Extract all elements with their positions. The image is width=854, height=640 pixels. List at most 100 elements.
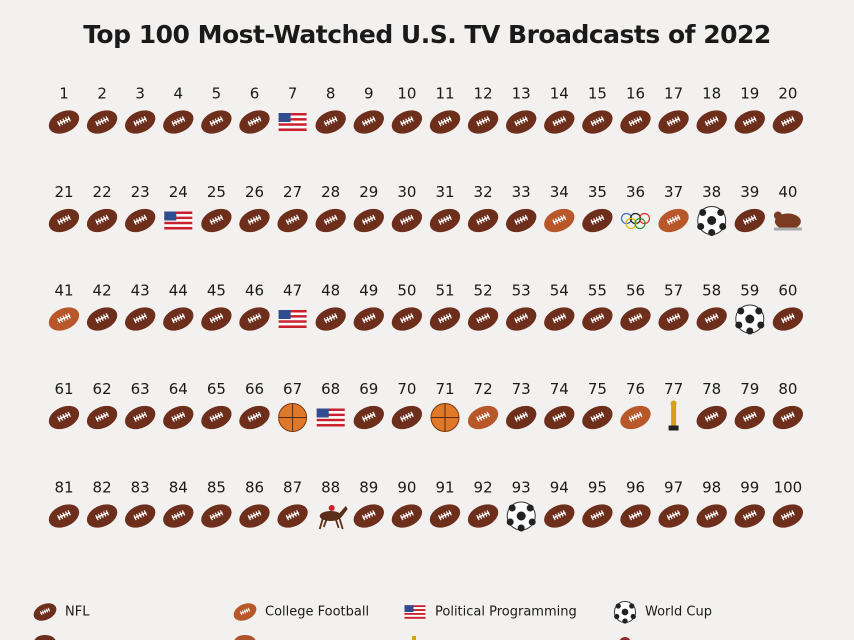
rank-number: 46: [245, 282, 264, 300]
lace: [562, 313, 567, 319]
stripe: [278, 113, 307, 116]
lace: [138, 315, 142, 322]
lace: [323, 219, 328, 225]
lace: [514, 120, 518, 127]
lace: [478, 119, 483, 126]
lace: [328, 216, 333, 223]
rank-number: 86: [245, 479, 264, 497]
patch: [755, 307, 763, 315]
lace: [257, 510, 262, 516]
lace: [372, 214, 376, 221]
lace: [636, 412, 640, 419]
lace: [407, 511, 412, 517]
lace: [669, 218, 673, 224]
rank-number: 15: [588, 85, 607, 103]
lace: [557, 413, 562, 420]
lace: [402, 119, 407, 126]
lace: [554, 218, 559, 224]
rank-number: 56: [626, 282, 645, 300]
lace: [440, 119, 445, 126]
lace: [788, 117, 793, 123]
rank-number: 41: [54, 282, 73, 300]
stripe: [164, 216, 193, 220]
rank-number: 13: [512, 85, 531, 103]
lace: [666, 120, 671, 127]
lace: [786, 512, 790, 519]
lace: [405, 413, 409, 420]
lace: [59, 316, 64, 323]
stripe: [316, 411, 345, 414]
lace: [407, 117, 412, 123]
rank-icon: [48, 504, 80, 528]
lace: [483, 215, 488, 222]
lace: [780, 120, 785, 127]
lace: [443, 315, 447, 322]
lace: [67, 411, 71, 418]
lace: [296, 510, 300, 516]
lace: [745, 513, 749, 520]
rank-number: 16: [626, 85, 645, 103]
lace: [438, 317, 442, 324]
lace: [217, 511, 221, 517]
stripe: [278, 120, 307, 124]
stripe: [316, 413, 345, 417]
lace: [95, 416, 99, 422]
lace: [293, 511, 297, 517]
lace: [631, 119, 635, 126]
lace: [252, 118, 257, 125]
rank-icon: [201, 405, 232, 430]
rank-icon: [48, 307, 80, 331]
lace: [143, 313, 148, 319]
lace: [786, 315, 790, 322]
rank-number: 71: [435, 380, 454, 398]
lace: [135, 415, 140, 421]
rank-icon: [239, 307, 270, 331]
rank-number: 36: [626, 183, 645, 201]
patch: [630, 613, 636, 620]
lace: [628, 317, 633, 324]
rank-icon: [353, 307, 384, 331]
lace: [293, 215, 297, 222]
lace: [59, 513, 64, 520]
lace: [214, 512, 219, 519]
rank-number: 8: [326, 85, 336, 103]
title: Top 100 Most-Watched U.S. TV Broadcasts …: [83, 20, 771, 49]
cut-icon: [234, 635, 256, 640]
lace: [636, 511, 640, 517]
lace: [255, 511, 259, 517]
rank-number: 51: [435, 282, 454, 300]
stripe: [164, 219, 193, 222]
lace: [181, 313, 186, 319]
lace: [522, 314, 526, 320]
rank-number: 17: [664, 85, 683, 103]
horse-leg: [334, 518, 340, 529]
lace: [367, 118, 371, 125]
lace: [600, 313, 605, 319]
rank-icon: [315, 208, 346, 233]
rank-icon: [125, 504, 156, 528]
lace: [212, 218, 216, 224]
lace: [481, 512, 485, 519]
lace: [590, 416, 594, 422]
rank-icon: [582, 208, 613, 233]
rank-icon: [316, 408, 345, 427]
rank-number: 50: [397, 282, 416, 300]
lace: [97, 316, 102, 323]
lace: [179, 314, 183, 320]
rank-icon: [201, 307, 232, 331]
lace: [57, 514, 61, 521]
rank-number: 59: [740, 282, 759, 300]
lace: [486, 214, 491, 221]
rank-number: 95: [588, 479, 607, 497]
lace: [748, 413, 752, 420]
lace: [707, 513, 711, 520]
stripe: [316, 421, 345, 424]
lace: [780, 514, 785, 521]
lace: [476, 416, 480, 422]
rank-icon: [582, 110, 613, 134]
rank-number: 29: [359, 183, 378, 201]
lace: [595, 512, 600, 519]
lace: [788, 314, 793, 320]
lace: [250, 415, 254, 421]
rank-icon: [353, 208, 384, 233]
